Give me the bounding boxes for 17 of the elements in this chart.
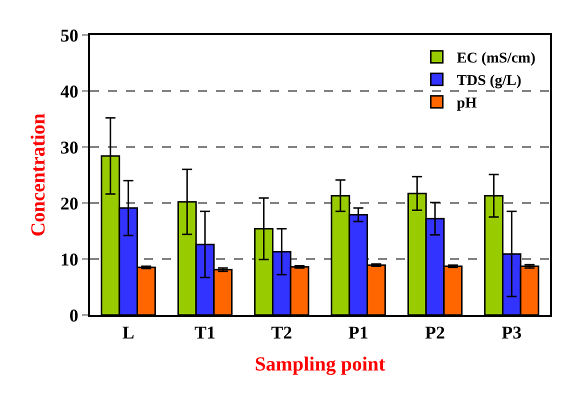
x-tick-label: P2 — [425, 322, 445, 343]
y-tick-label: 0 — [69, 305, 78, 326]
x-tick-label: P1 — [348, 322, 368, 343]
legend-label: TDS (g/L) — [456, 73, 522, 90]
y-tick-label: 50 — [60, 25, 78, 46]
y-tick-label: 30 — [60, 137, 78, 158]
legend-label: EC (mS/cm) — [456, 50, 536, 67]
x-axis-title: Sampling point — [254, 354, 386, 376]
y-tick-label: 20 — [60, 193, 78, 214]
y-tick-label: 10 — [60, 249, 78, 270]
y-tick-label: 40 — [60, 81, 78, 102]
x-tick-label: T2 — [271, 322, 292, 343]
x-tick-label: P3 — [502, 322, 522, 343]
legend-label: pH — [456, 96, 478, 112]
y-axis-title: Concentration — [27, 113, 50, 237]
x-tick-label: T1 — [194, 322, 216, 343]
x-tick-label: L — [122, 322, 134, 343]
